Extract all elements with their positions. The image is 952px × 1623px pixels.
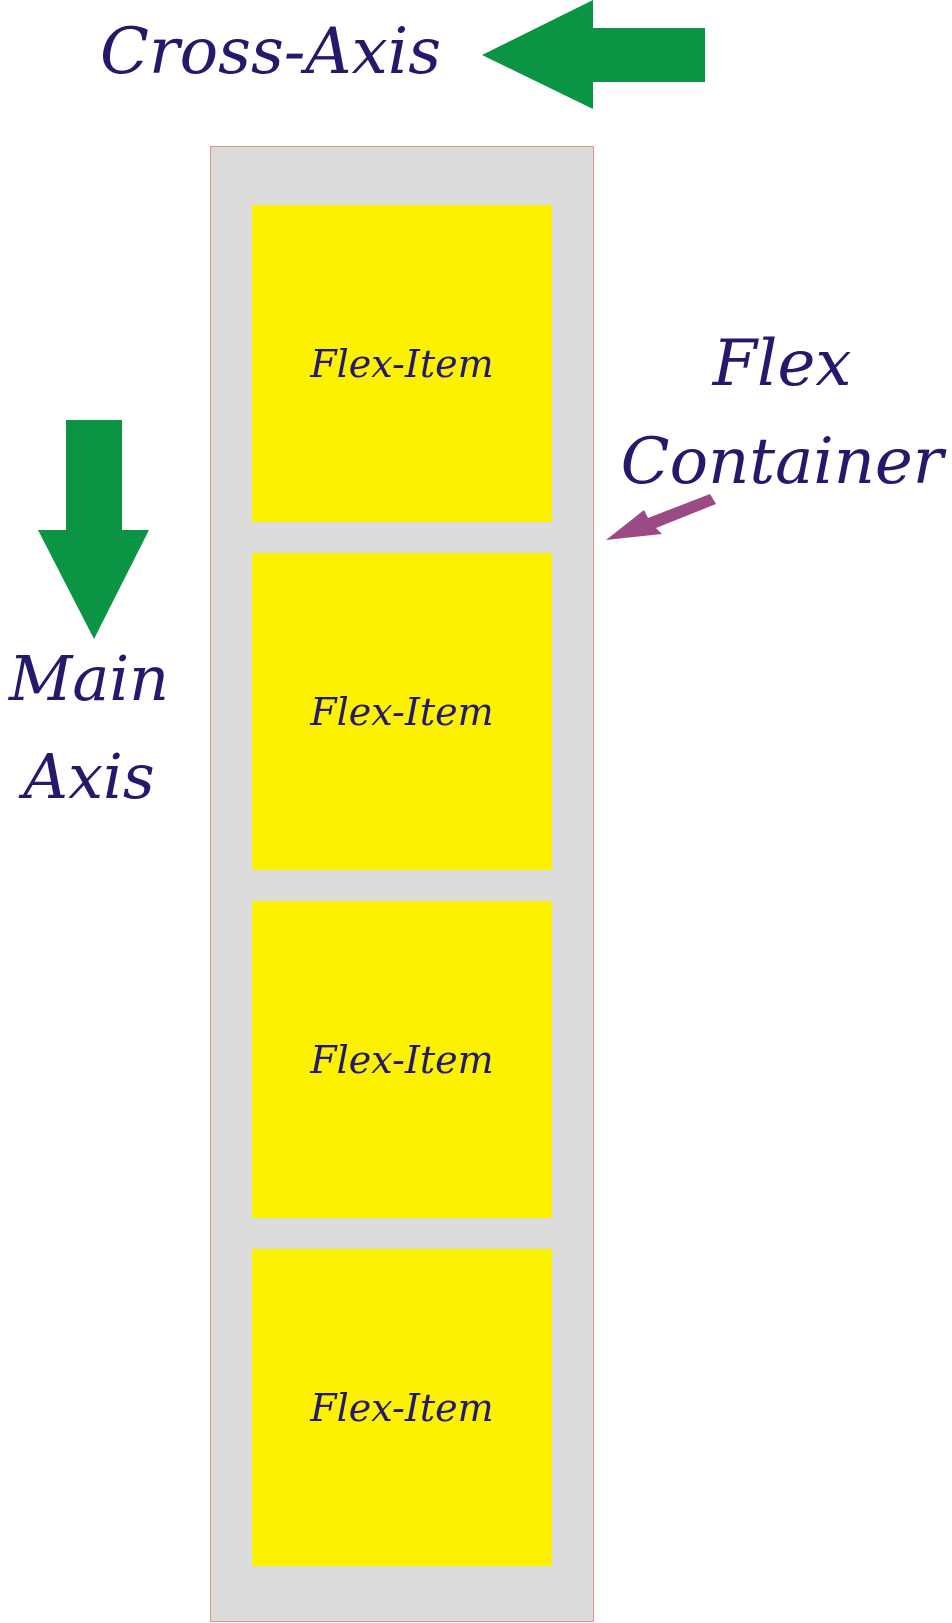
cross-axis-label: Cross-Axis xyxy=(100,15,442,89)
flex-item-label: Flex-Item xyxy=(310,689,494,734)
flex-item-label: Flex-Item xyxy=(310,1385,494,1430)
flex-item: Flex-Item xyxy=(252,205,552,522)
main-axis-label: Main Axis xyxy=(4,630,174,826)
flex-container: Flex-Item Flex-Item Flex-Item Flex-Item xyxy=(210,146,594,1622)
flex-container-pointer-arrow-icon xyxy=(606,494,716,540)
flex-item-label: Flex-Item xyxy=(310,1037,494,1082)
main-axis-arrow-icon xyxy=(38,420,149,639)
flex-item: Flex-Item xyxy=(252,901,552,1218)
main-axis-label-line2: Axis xyxy=(23,740,155,813)
flex-container-label-line1: Flex xyxy=(712,327,852,401)
cross-axis-arrow-icon xyxy=(482,0,705,109)
flex-container-label-line2: Container xyxy=(620,425,944,499)
flex-item: Flex-Item xyxy=(252,1249,552,1566)
flex-container-label: Flex Container xyxy=(612,315,952,511)
flex-item: Flex-Item xyxy=(252,553,552,870)
flex-item-label: Flex-Item xyxy=(310,341,494,386)
main-axis-label-line1: Main xyxy=(8,642,170,715)
